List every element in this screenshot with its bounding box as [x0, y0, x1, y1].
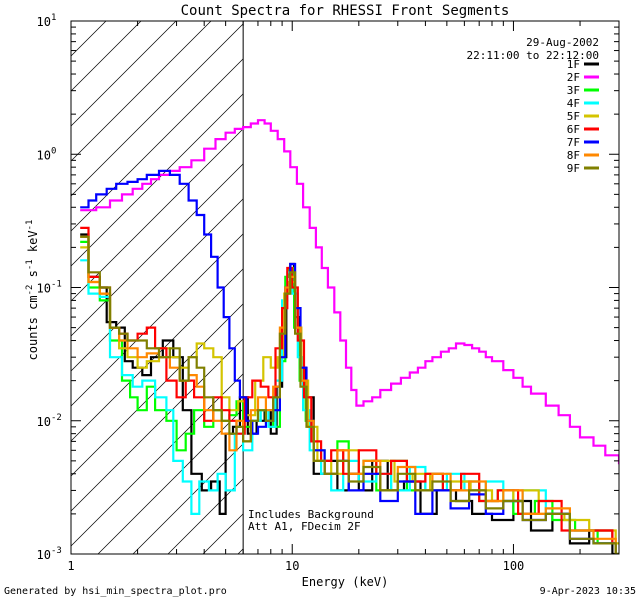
y-tick-label-exp: 1 [51, 13, 56, 23]
x-tick-label: 1 [67, 559, 74, 573]
footer-generated-by: Generated by hsi_min_spectra_plot.pro [4, 586, 227, 597]
y-tick-label-base: 10 [37, 415, 51, 429]
hatch-line [71, 21, 177, 127]
date-label: 29-Aug-2002 [526, 36, 599, 49]
x-tick-label: 10 [285, 559, 299, 573]
y-tick-label-exp: -2 [51, 413, 62, 423]
y-tick-label: 10 [37, 148, 51, 162]
time-range-label: 22:11:00 to 22:12:00 [467, 49, 599, 62]
footer-timestamp: 9-Apr-2023 10:35 [540, 586, 636, 597]
legend-label-4F: 4F [567, 97, 580, 110]
y-tick-label: 10 [37, 415, 51, 429]
y-label-mid: s [26, 270, 40, 284]
hatch-line [71, 21, 247, 197]
hatch-line [71, 21, 282, 232]
series-line-2F [80, 119, 619, 465]
series-line-9F [80, 235, 619, 554]
annotation-background: Includes Background [248, 508, 374, 521]
legend-label-1F: 1F [567, 58, 580, 71]
y-tick-label: 10 [37, 15, 51, 29]
y-label-base: counts cm [26, 295, 40, 360]
legend-label-5F: 5F [567, 110, 580, 123]
y-tick-label-base: 10 [37, 548, 51, 562]
y-tick-label-base: 10 [37, 282, 51, 296]
legend-label-8F: 8F [567, 149, 580, 162]
series-line-7F [80, 169, 619, 554]
legend-label-7F: 7F [567, 136, 580, 149]
y-label-exp3: -1 [25, 220, 35, 231]
x-tick-label: 100 [503, 559, 525, 573]
hatch-line [71, 21, 317, 267]
series-lines [80, 119, 619, 554]
x-axis-label: Energy (keV) [302, 575, 389, 589]
legend-label-2F: 2F [567, 71, 580, 84]
annotation-attenuator: Att A1, FDecim 2F [248, 520, 361, 533]
legend-label-3F: 3F [567, 84, 580, 97]
y-label-exp1: -2 [25, 285, 35, 296]
y-tick-label: 10 [37, 282, 51, 296]
legend-label-9F: 9F [567, 162, 580, 175]
chart-title: Count Spectra for RHESSI Front Segments [181, 3, 510, 19]
y-tick-label-exp: -3 [51, 546, 62, 556]
hatched-region [71, 21, 619, 554]
y-tick-label: 10 [37, 548, 51, 562]
y-label-end: keV [26, 230, 40, 259]
legend-label-6F: 6F [567, 123, 580, 136]
hatch-mask [243, 21, 619, 554]
y-tick-label-base: 10 [37, 148, 51, 162]
y-tick-label-exp: 0 [51, 146, 56, 156]
hatch-line [71, 21, 212, 162]
y-axis-label-group: counts cm-2 s-1 keV-1 [25, 220, 40, 361]
y-axis-label: counts cm-2 s-1 keV-1 [25, 220, 40, 361]
y-tick-label-exp: -1 [51, 280, 62, 290]
y-label-exp2: -1 [25, 259, 35, 270]
y-tick-label-base: 10 [37, 15, 51, 29]
